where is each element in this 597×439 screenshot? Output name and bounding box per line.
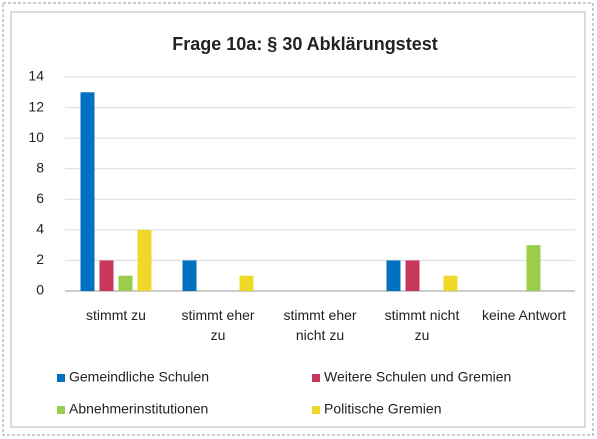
y-tick-label: 4 <box>36 221 44 237</box>
legend-label: Weitere Schulen und Gremien <box>324 369 511 385</box>
bar <box>137 229 152 291</box>
y-tick-label: 0 <box>36 282 44 298</box>
bar <box>443 275 458 291</box>
x-tick-label: stimmt zu <box>86 307 146 323</box>
y-tick-label: 10 <box>28 129 44 145</box>
bar <box>182 260 197 291</box>
y-tick-label: 12 <box>28 98 44 114</box>
bar <box>526 245 541 291</box>
bar <box>405 260 420 291</box>
y-tick-label: 6 <box>36 190 44 206</box>
bar <box>99 260 114 291</box>
y-tick-label: 14 <box>28 68 44 84</box>
x-tick-label: stimmt eher nicht zu <box>283 307 357 343</box>
bar <box>239 275 254 291</box>
chart-title: Frage 10a: § 30 Abklärungstest <box>172 34 437 54</box>
bar <box>386 260 401 291</box>
bar <box>80 92 95 292</box>
x-tick-label: stimmt nicht zu <box>384 307 460 343</box>
legend-label: Abnehmerinstitutionen <box>69 401 208 417</box>
legend-label: Politische Gremien <box>324 401 442 417</box>
y-tick-label: 8 <box>36 159 44 175</box>
legend-swatch <box>57 374 65 382</box>
x-tick-label: keine Antwort <box>481 307 567 323</box>
y-tick-label: 2 <box>36 251 44 267</box>
legend-label: Gemeindliche Schulen <box>69 369 209 385</box>
legend-swatch <box>312 374 320 382</box>
x-tick-label: stimmt eher zu <box>181 307 255 343</box>
legend-swatch <box>312 406 320 414</box>
legend-swatch <box>57 406 65 414</box>
chart-border <box>10 11 586 428</box>
bar <box>118 275 133 291</box>
